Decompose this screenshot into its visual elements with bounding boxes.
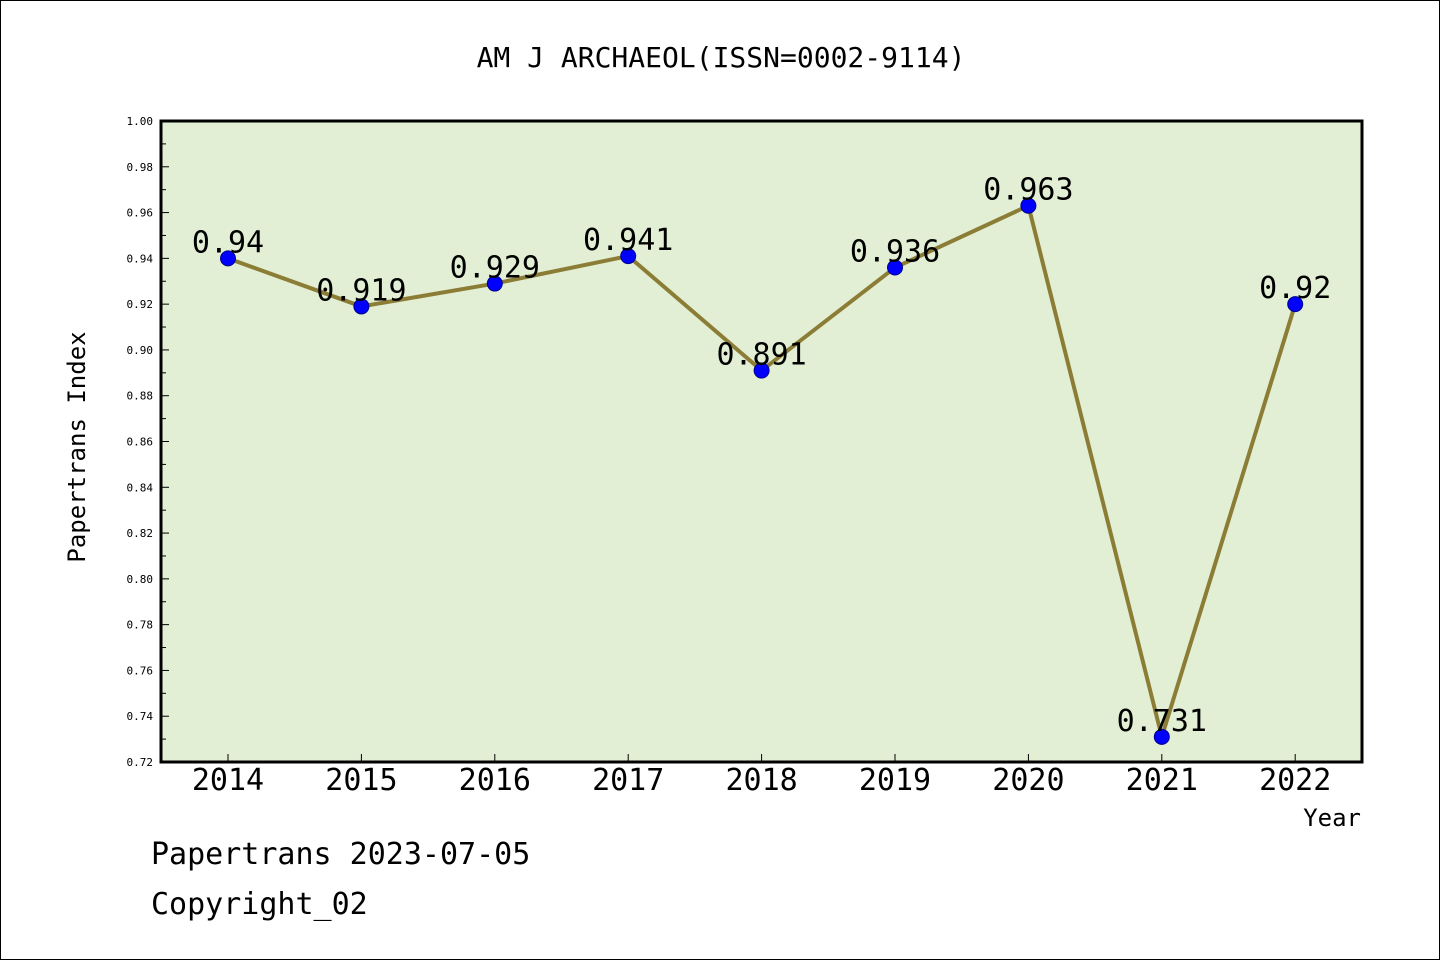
y-tick-label: 0.86 bbox=[127, 436, 154, 449]
data-point bbox=[353, 298, 370, 315]
data-label: 0.963 bbox=[983, 173, 1073, 208]
data-label: 0.731 bbox=[1117, 704, 1207, 739]
y-tick-label: 0.98 bbox=[127, 161, 154, 174]
y-tick-label: 0.92 bbox=[127, 298, 154, 311]
x-axis: 2014 2015 2016 2017 2018 2019 2020 2021 2022 bbox=[192, 754, 1331, 798]
x-tick-label: 2020 bbox=[992, 763, 1064, 798]
x-tick-label: 2018 bbox=[725, 763, 797, 798]
y-tick-label: 0.74 bbox=[127, 710, 154, 723]
data-point bbox=[1153, 728, 1170, 745]
data-label: 0.891 bbox=[716, 338, 806, 373]
y-tick-label: 0.90 bbox=[127, 344, 154, 357]
data-label: 0.936 bbox=[850, 235, 940, 270]
y-tick-label: 0.72 bbox=[127, 756, 154, 769]
x-tick-label: 2017 bbox=[592, 763, 664, 798]
data-label: 0.94 bbox=[192, 225, 264, 260]
footer-copyright: Copyright_02 bbox=[151, 887, 368, 922]
data-label: 0.92 bbox=[1259, 271, 1331, 306]
x-tick-label: 2022 bbox=[1259, 763, 1331, 798]
y-tick-label: 0.78 bbox=[127, 619, 154, 632]
y-axis: 0.72 0.74 0.76 0.78 0.80 0.82 0.84 0.86 0.88 0.90… bbox=[127, 115, 169, 769]
y-tick-label: 0.80 bbox=[127, 573, 154, 586]
x-tick-label: 2021 bbox=[1126, 763, 1198, 798]
plot-area bbox=[159, 119, 1364, 764]
x-axis-title: Year bbox=[1303, 804, 1361, 832]
y-tick-label: 0.82 bbox=[127, 527, 154, 540]
footer-date: Papertrans 2023-07-05 bbox=[151, 837, 530, 872]
y-tick-label: 0.88 bbox=[127, 390, 154, 403]
x-tick-label: 2015 bbox=[325, 763, 397, 798]
series-group: 0.94 0.919 0.929 0.941 0.891 0.936 0.963 0.731 0… bbox=[192, 173, 1331, 745]
data-point bbox=[1020, 197, 1037, 214]
y-tick-label: 0.76 bbox=[127, 664, 154, 677]
x-tick-label: 2016 bbox=[459, 763, 531, 798]
data-point bbox=[486, 275, 503, 292]
y-tick-label: 0.94 bbox=[127, 252, 154, 265]
x-tick-label: 2014 bbox=[192, 763, 264, 798]
data-label: 0.941 bbox=[583, 223, 673, 258]
x-tick-label: 2019 bbox=[859, 763, 931, 798]
data-point bbox=[753, 362, 770, 379]
chart-title: AM J ARCHAEOL(ISSN=0002-9114) bbox=[477, 41, 966, 74]
y-tick-label: 0.84 bbox=[127, 481, 154, 494]
data-point bbox=[1287, 296, 1304, 313]
y-tick-label: 0.96 bbox=[127, 207, 154, 220]
data-point bbox=[620, 248, 637, 265]
y-axis-title: Papertrans Index bbox=[63, 331, 91, 562]
data-point bbox=[220, 250, 236, 267]
data-point bbox=[887, 259, 903, 276]
y-tick-label: 1.00 bbox=[127, 115, 154, 128]
data-label: 0.929 bbox=[450, 251, 540, 286]
data-label: 0.919 bbox=[316, 273, 406, 308]
